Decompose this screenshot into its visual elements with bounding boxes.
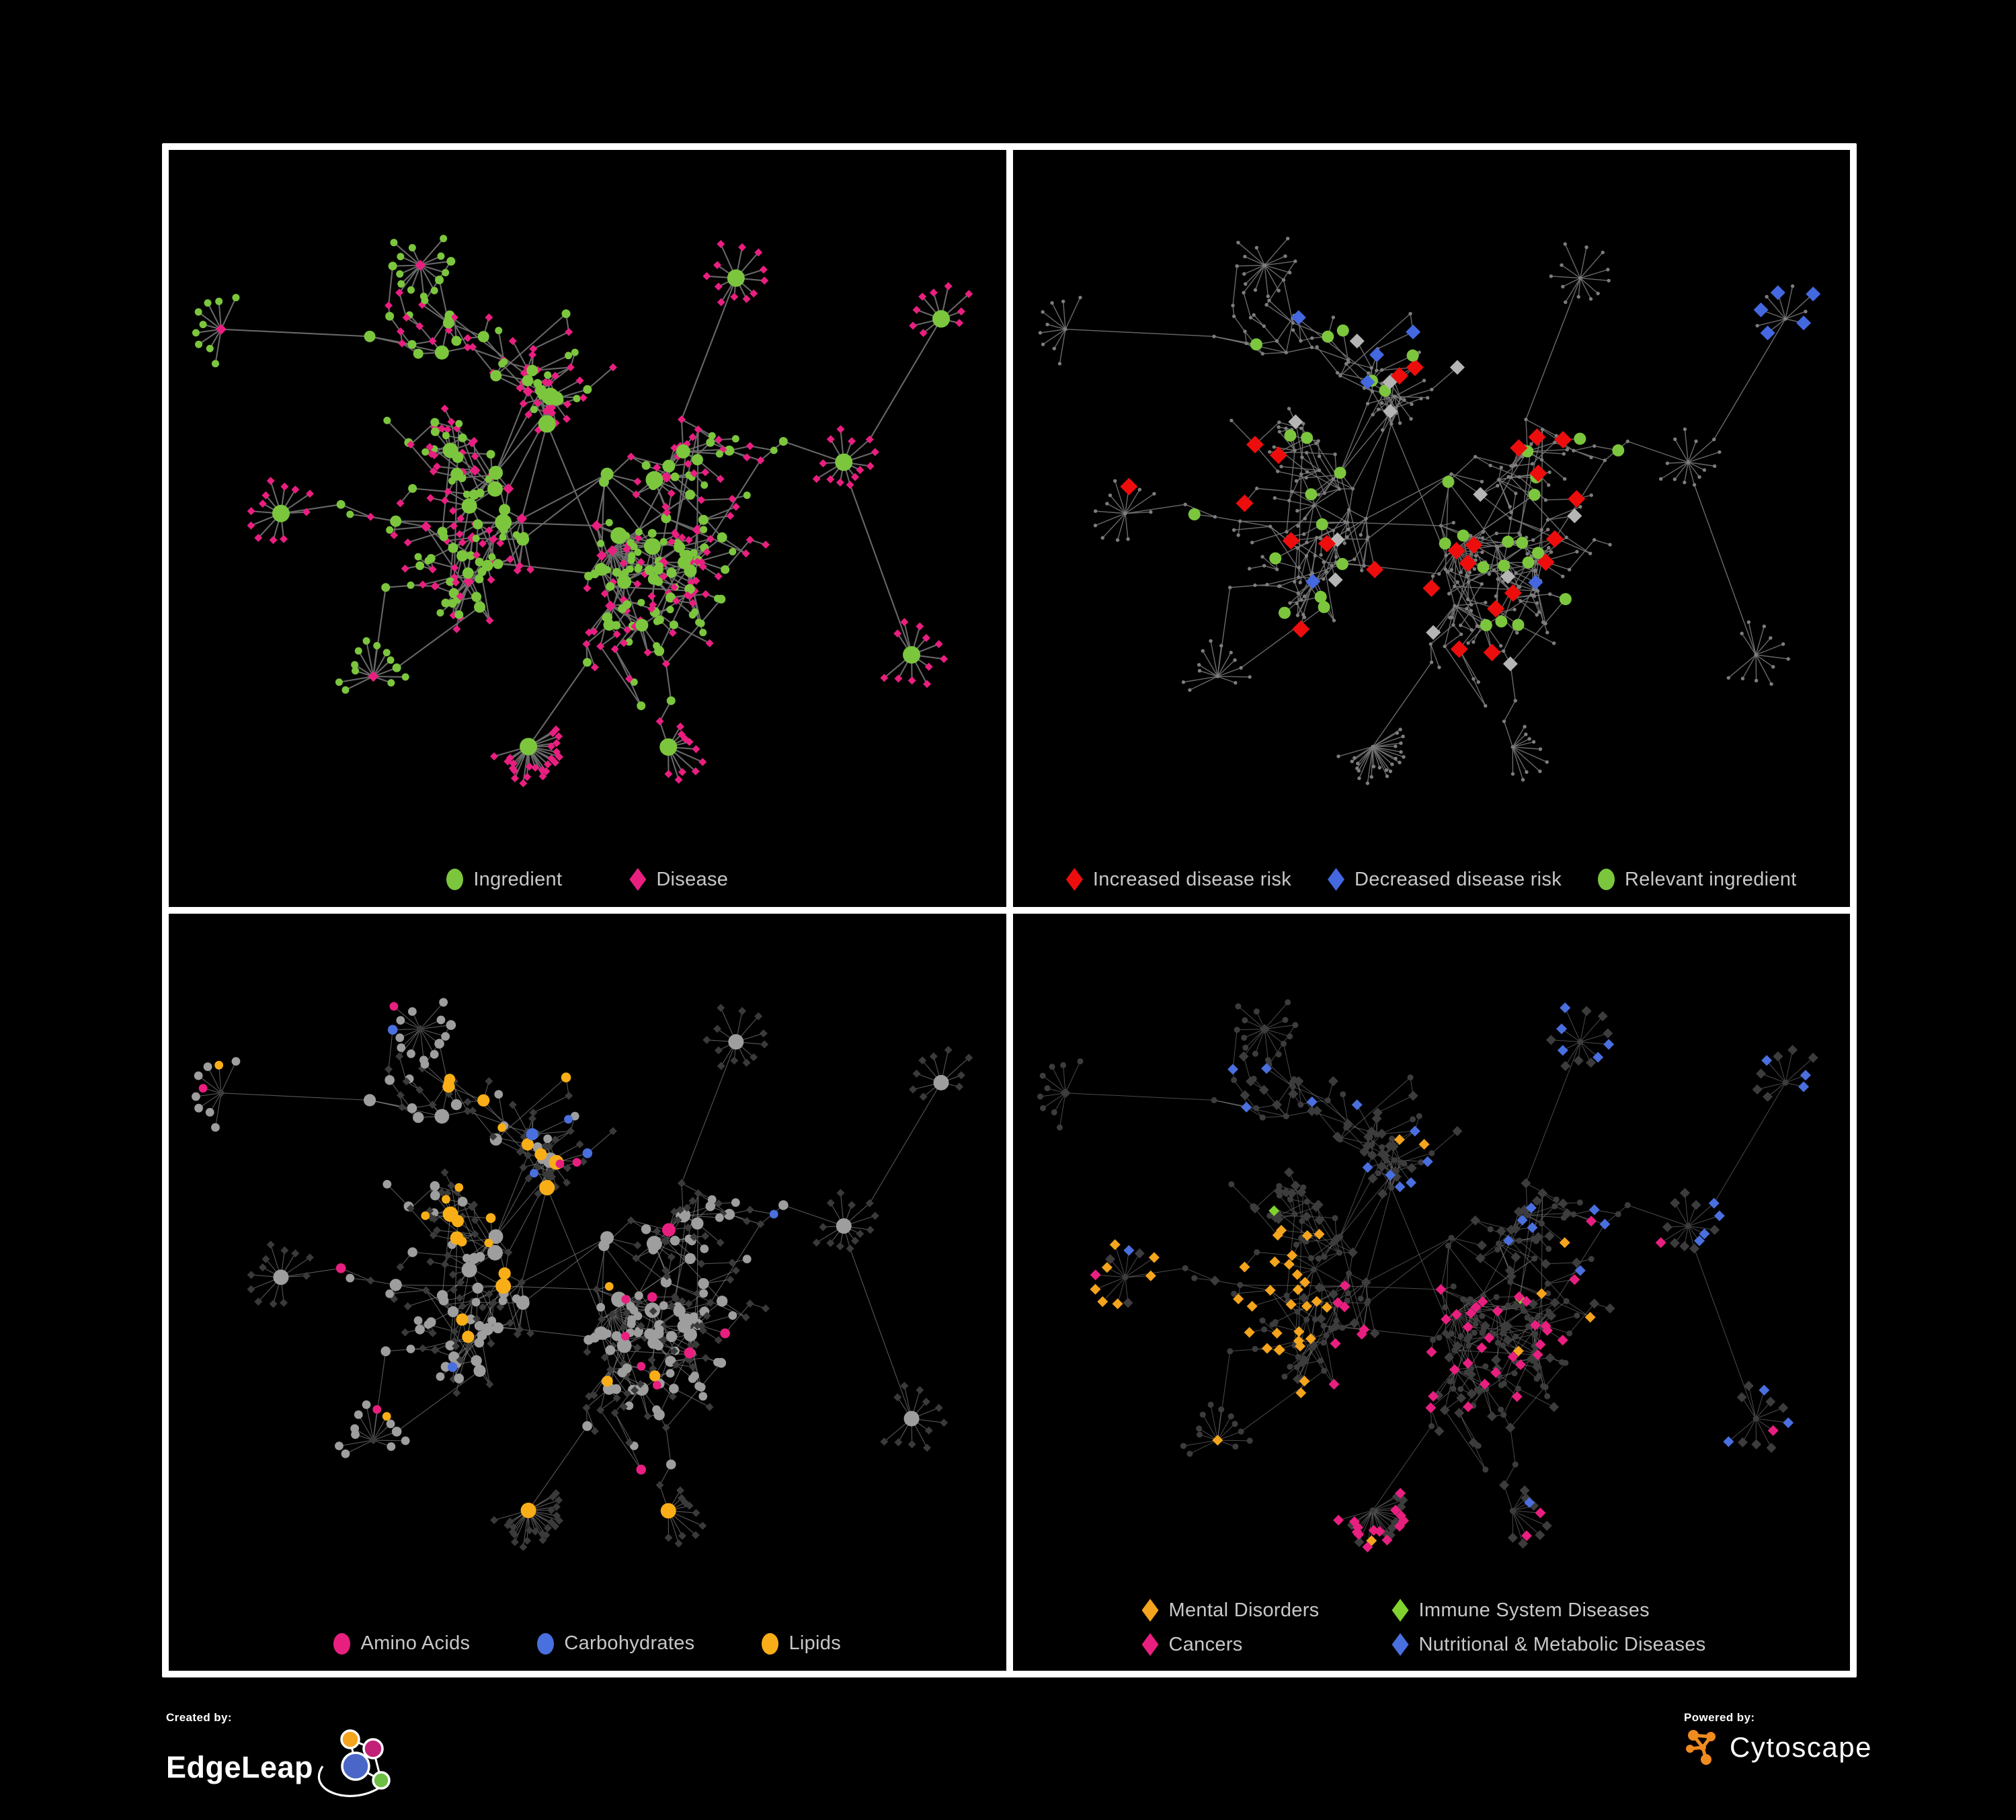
disease-categories-network-graphic (1037, 999, 1818, 1552)
panel-ingredient-classes: Amino Acids Carbohydrates Lipids (169, 914, 1006, 1671)
panel-disease-categories: Mental Disorders Immune System Diseases Ca… (1012, 914, 1850, 1671)
cytoscape-logo-icon (1686, 1730, 1716, 1765)
edgeleap-credit: Created by: EdgeLeap (166, 1711, 398, 1807)
edgeleap-wordmark: EdgeLeap (166, 1749, 314, 1784)
created-by-label: Created by: (166, 1711, 232, 1724)
panel-disease-risk: Increased disease risk Decreased disease … (1012, 150, 1850, 907)
edgeleap-logo-icon (317, 1729, 391, 1797)
panel-ingredient-disease: Ingredient Disease (169, 150, 1006, 907)
ingredient-classes-network-graphic (192, 998, 973, 1551)
ingredient-disease-network-graphic (192, 235, 973, 787)
disease-risk-network-graphic (1038, 237, 1820, 785)
cytoscape-wordmark: Cytoscape (1730, 1731, 1872, 1763)
powered-by-label: Powered by: (1684, 1711, 1755, 1724)
panel-grid: Ingredient Disease Increased disease risk… (162, 143, 1857, 1677)
cytoscape-credit: Powered by: Cytoscape (1684, 1711, 1872, 1768)
